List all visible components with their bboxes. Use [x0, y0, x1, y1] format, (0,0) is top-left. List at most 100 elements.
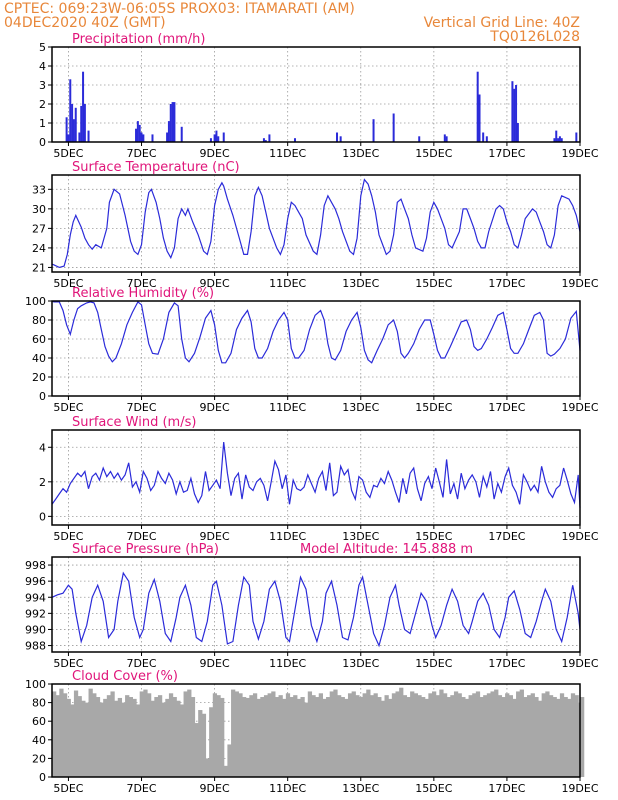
cloud-column: [402, 695, 408, 777]
cloud-column: [103, 698, 108, 777]
x-tick-label: 17DEC: [488, 147, 525, 160]
precip-bar: [213, 134, 216, 142]
cloud-column: [388, 698, 393, 777]
cloud-column: [150, 700, 155, 777]
x-tick-label: 9DEC: [200, 401, 230, 414]
cloud-column: [318, 693, 323, 777]
cloud-column: [479, 697, 484, 777]
cloud-column: [77, 696, 82, 777]
x-tick-label: 11DEC: [269, 782, 306, 795]
cloud-column: [278, 695, 283, 777]
cloud-column: [413, 693, 418, 777]
x-tick-label: 9DEC: [200, 782, 230, 795]
precip-bar: [72, 119, 75, 142]
cloud-column: [530, 693, 535, 777]
precip-bar: [67, 134, 70, 142]
panel-temp: 21 24 27 30 33 5DEC 7DEC 9DEC 11DEC 13DEC 15DEC 17D…: [32, 160, 599, 290]
x-tick-label: 11DEC: [269, 530, 306, 543]
x-tick-label: 19DEC: [561, 401, 598, 414]
cloud-column: [424, 698, 429, 777]
cloud-column: [99, 702, 104, 777]
precip-bar: [78, 132, 81, 142]
precip-bar: [339, 136, 342, 142]
panel-wind: 0 2 4 5DEC 7DEC 9DEC 11DEC 13DEC 15DEC 17DEC 19DEC…: [39, 415, 599, 543]
header-model-id: TQ0126L028: [489, 29, 580, 45]
x-tick-label: 9DEC: [200, 530, 230, 543]
cloud-column: [88, 688, 93, 777]
cloud-column: [55, 695, 60, 777]
cloud-column: [366, 689, 371, 777]
cloud-column: [580, 697, 585, 777]
cloud-column: [154, 697, 159, 777]
x-tick-label: 17DEC: [488, 657, 525, 670]
precip-bar: [555, 130, 558, 142]
cloud-column: [545, 691, 550, 777]
precip-bar: [71, 104, 74, 142]
cloud-column: [212, 693, 218, 777]
cloud-column: [271, 691, 276, 777]
cloud-column: [209, 707, 214, 777]
cloud-column: [453, 691, 459, 777]
x-tick-label: 7DEC: [126, 147, 156, 160]
precip-bar: [65, 117, 68, 142]
cloud-column: [333, 689, 338, 777]
y-tick-label: 0: [39, 510, 46, 523]
cloud-column: [450, 695, 455, 777]
panel-press: 988 990 992 994 996 998 5DEC 7DEC 9DEC 11DEC 13DEC…: [25, 542, 599, 670]
cloud-column: [362, 693, 367, 777]
x-tick-label: 5DEC: [53, 530, 83, 543]
temp-series-line: [51, 178, 581, 269]
cloud-column: [311, 695, 316, 777]
x-tick-label: 9DEC: [200, 657, 230, 670]
precip-bar: [138, 124, 141, 142]
x-tick-label: 7DEC: [126, 530, 156, 543]
cloud-column: [344, 698, 349, 777]
x-tick-label: 11DEC: [269, 657, 306, 670]
cloud-column: [95, 697, 101, 777]
y-tick-label: 80: [32, 697, 46, 710]
cloud-column: [358, 697, 364, 777]
cloud-column: [541, 693, 546, 777]
cloud-column: [399, 687, 404, 777]
cloud-column: [527, 695, 532, 777]
cloud-column: [201, 713, 207, 777]
cloud-column: [384, 695, 389, 777]
cloud-column: [267, 693, 272, 777]
x-tick-label: 9DEC: [200, 147, 230, 160]
cloud-column: [205, 758, 210, 777]
x-tick-label: 5DEC: [53, 147, 83, 160]
cloud-column: [282, 698, 287, 777]
cloud-column: [570, 693, 576, 777]
cloud-column: [417, 695, 422, 777]
precip-bar: [169, 104, 172, 142]
cloud-column: [421, 697, 426, 777]
cloud-column: [457, 693, 462, 777]
cloud-column: [435, 695, 440, 777]
cloud-column: [508, 695, 514, 777]
cloud-column: [139, 691, 144, 777]
x-tick-label: 15DEC: [415, 657, 452, 670]
cloud-column: [81, 700, 86, 777]
y-tick-label: 4: [39, 60, 46, 73]
precip-bar: [443, 134, 446, 142]
y-tick-label: 40: [32, 352, 46, 365]
cloud-column: [172, 697, 177, 777]
x-tick-label: 15DEC: [415, 147, 452, 160]
x-tick-label: 19DEC: [561, 147, 598, 160]
cloud-column: [70, 704, 75, 777]
cloud-column: [106, 695, 112, 777]
y-tick-label: 27: [32, 222, 46, 235]
cloud-column: [548, 695, 554, 777]
y-tick-label: 992: [25, 607, 46, 620]
cloud-column: [194, 723, 199, 777]
y-tick-label: 2: [39, 476, 46, 489]
cloud-column: [516, 691, 521, 777]
cloud-column: [165, 698, 170, 777]
meteogram-panels: 0 1 2 3 4 5 5DEC 7DEC 9DEC 11DEC 13DEC 15DEC 17DEC 19…: [25, 32, 599, 795]
y-tick-label: 0: [39, 390, 46, 403]
x-tick-label: 13DEC: [342, 147, 379, 160]
precip-bar: [87, 130, 90, 142]
cloud-column: [143, 689, 148, 777]
x-tick-label: 19DEC: [561, 530, 598, 543]
